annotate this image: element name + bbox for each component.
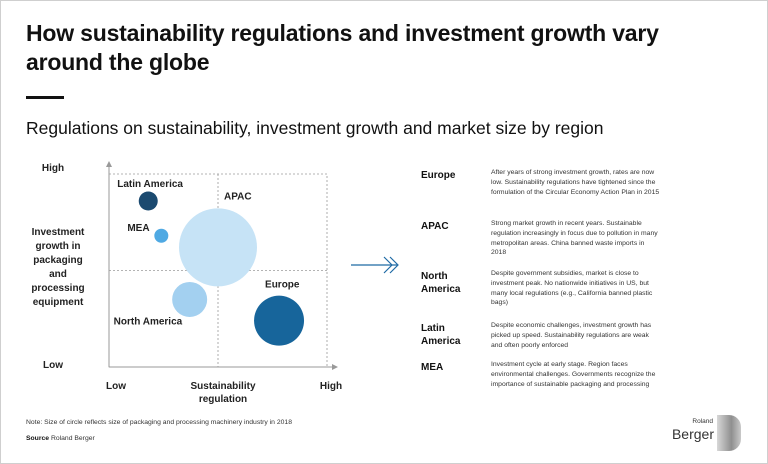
- region-description: After years of strong investment growth,…: [491, 169, 660, 196]
- bubble-north-america: [172, 281, 208, 317]
- roland-berger-logo: Roland Berger: [672, 415, 747, 453]
- bubble-label: Latin America: [117, 179, 183, 190]
- region-name: North America: [421, 271, 461, 295]
- region-name: Latin America: [421, 323, 461, 347]
- bubble-label: APAC: [224, 191, 252, 202]
- bubble-mea: [154, 228, 169, 243]
- source-label: Source: [26, 435, 50, 442]
- region-description: Despite economic challenges, investment …: [491, 322, 652, 349]
- x-axis-arrowhead: [332, 364, 338, 370]
- region-name: MEA: [421, 362, 444, 373]
- x-tick-low: Low: [106, 381, 126, 392]
- page-title: How sustainability regulations and inves…: [26, 20, 659, 75]
- bubble-label: MEA: [127, 223, 149, 234]
- x-tick-high: High: [320, 381, 342, 392]
- region-description: Despite government subsidies, market is …: [491, 270, 653, 307]
- bubble-apac: [179, 208, 257, 287]
- logo-line1: Roland: [692, 418, 713, 425]
- y-tick-high: High: [42, 163, 64, 174]
- region-name: Europe: [421, 170, 456, 181]
- y-axis-arrowhead: [106, 161, 112, 167]
- y-axis-label: Investment growth in packaging and processin…: [31, 227, 85, 308]
- bubble-europe: [254, 295, 305, 346]
- double-chevron-arrow-icon: [351, 256, 399, 274]
- bubble-label: Europe: [265, 280, 300, 291]
- y-tick-low: Low: [43, 360, 63, 371]
- region-description: Strong market growth in recent years. Su…: [491, 220, 658, 257]
- bubble-latin-america: [138, 191, 158, 211]
- source-value: Roland Berger: [50, 435, 95, 442]
- region-description: Investment cycle at early stage. Region …: [491, 361, 656, 388]
- footnote: Note: Size of circle reflects size of pa…: [26, 419, 292, 426]
- logo-b-mark: [717, 415, 741, 451]
- bubble-label: North America: [114, 316, 183, 327]
- x-axis-label: Sustainability regulation: [190, 381, 255, 405]
- subtitle: Regulations on sustainability, investmen…: [26, 118, 604, 138]
- region-name: APAC: [421, 221, 449, 232]
- source: Source Roland Berger: [26, 435, 95, 442]
- title-rule: [26, 96, 64, 99]
- logo-line2: Berger: [671, 426, 714, 442]
